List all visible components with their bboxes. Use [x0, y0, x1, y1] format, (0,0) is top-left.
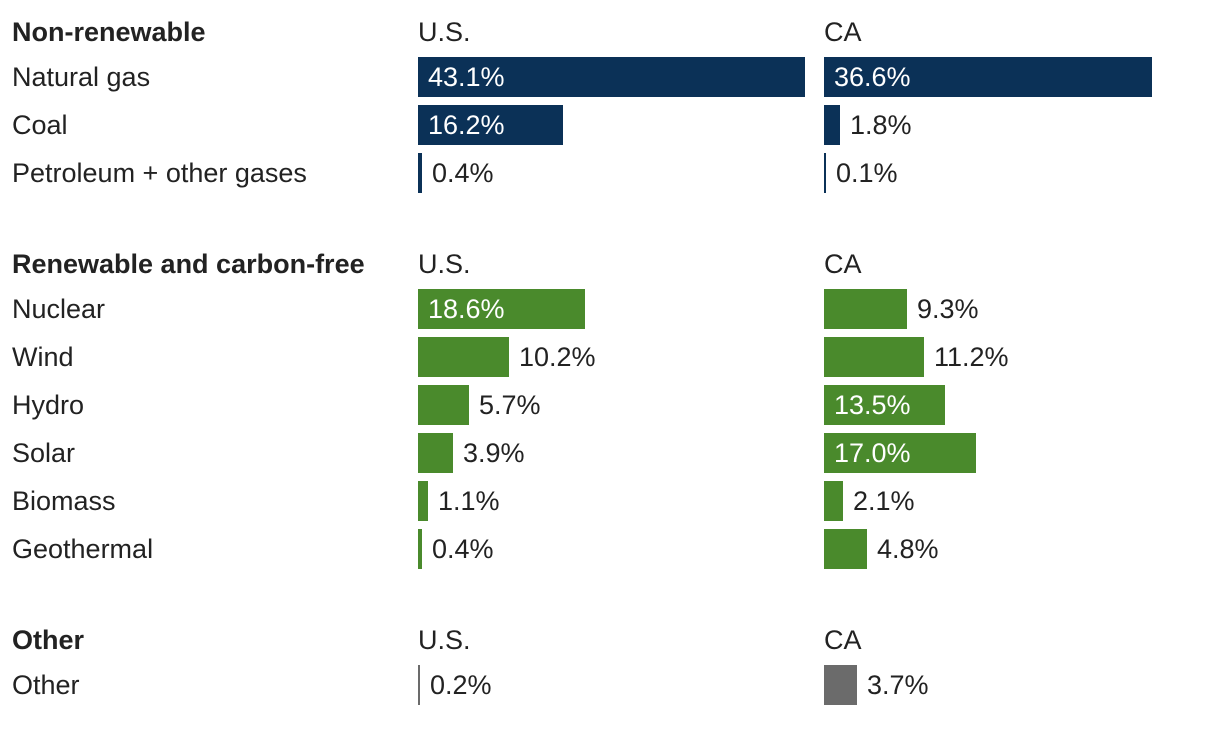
group-title-other: Other	[12, 625, 85, 655]
bar	[824, 665, 857, 705]
bar	[824, 289, 907, 329]
bar-value-label: 17.0%	[834, 438, 911, 468]
bar	[824, 105, 840, 145]
row-label: Other	[12, 670, 80, 700]
bar-value-label: 5.7%	[479, 390, 541, 420]
row-label: Wind	[12, 342, 74, 372]
bar-value-label: 16.2%	[428, 110, 505, 140]
bar	[418, 433, 453, 473]
bar-value-label: 43.1%	[428, 62, 505, 92]
row-label: Hydro	[12, 390, 85, 420]
bar	[418, 481, 428, 521]
bar-value-label: 0.1%	[836, 158, 898, 188]
bar	[418, 337, 509, 377]
bar	[824, 433, 976, 473]
group-title-renewable-and-carbon-free: Renewable and carbon-free	[12, 249, 365, 279]
bar-value-label: 9.3%	[917, 294, 979, 324]
bar	[824, 337, 924, 377]
bar-value-label: 3.7%	[867, 670, 929, 700]
bar	[418, 529, 422, 569]
bar	[418, 153, 422, 193]
bar	[418, 665, 420, 705]
bar-value-label: 2.1%	[853, 486, 915, 516]
row-label: Biomass	[12, 486, 116, 516]
row-label: Natural gas	[12, 62, 151, 92]
row-label: Coal	[12, 110, 68, 140]
bar-value-label: 4.8%	[877, 534, 939, 564]
column-header-non-renewable: CA	[824, 17, 862, 47]
row-label: Solar	[12, 438, 76, 468]
column-header-other: CA	[824, 625, 862, 655]
bar-value-label: 0.4%	[432, 534, 494, 564]
bar	[824, 57, 1152, 97]
column-header-non-renewable: U.S.	[418, 17, 471, 47]
bar-value-label: 0.4%	[432, 158, 494, 188]
column-header-renewable-and-carbon-free: U.S.	[418, 249, 471, 279]
bar	[418, 289, 585, 329]
bar-value-label: 13.5%	[834, 390, 911, 420]
bar-value-label: 18.6%	[428, 294, 505, 324]
bar-value-label: 1.1%	[438, 486, 500, 516]
bar	[418, 105, 563, 145]
row-label: Nuclear	[12, 294, 106, 324]
bar	[418, 57, 805, 97]
column-header-renewable-and-carbon-free: CA	[824, 249, 862, 279]
row-label: Petroleum + other gases	[12, 158, 307, 188]
bar-value-label: 3.9%	[463, 438, 525, 468]
bar	[824, 153, 826, 193]
bar-value-label: 10.2%	[519, 342, 596, 372]
bar-value-label: 36.6%	[834, 62, 911, 92]
bar	[418, 385, 469, 425]
column-header-other: U.S.	[418, 625, 471, 655]
bar	[824, 385, 945, 425]
bar	[824, 481, 843, 521]
row-label: Geothermal	[12, 534, 154, 564]
group-title-non-renewable: Non-renewable	[12, 17, 206, 47]
bar-value-label: 0.2%	[430, 670, 492, 700]
bar-value-label: 11.2%	[934, 342, 1009, 372]
bar	[824, 529, 867, 569]
bar-value-label: 1.8%	[850, 110, 912, 140]
